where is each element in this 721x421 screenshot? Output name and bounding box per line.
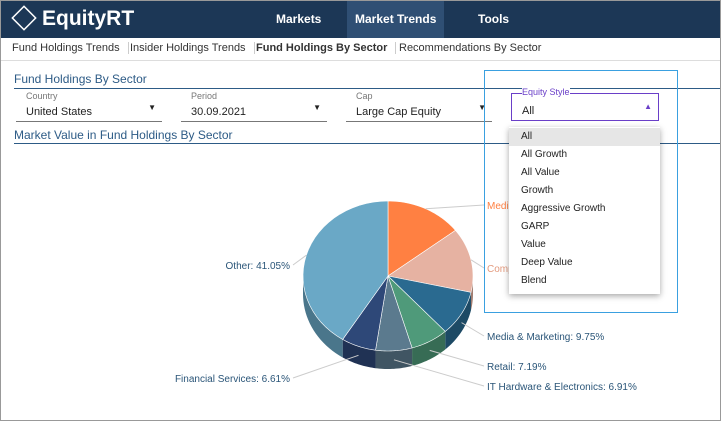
dropdown-option[interactable]: Growth [521,185,554,196]
dropdown-option[interactable]: Value [521,239,546,250]
dropdown-option[interactable]: All Growth [521,149,568,160]
filter-label: Country [26,91,58,101]
filter-label: Equity Style [522,87,570,97]
dropdown-option[interactable]: All Value [521,167,560,178]
filter-value: All [522,105,535,117]
nav-item[interactable]: Market Trends [347,0,445,38]
filter[interactable]: Equity Style All ▲ [511,87,659,121]
pie-slice [387,275,446,349]
leader-line [425,204,485,210]
tab[interactable]: Fund Holdings By Sector [248,42,397,54]
pie-slice [342,275,389,351]
dropdown-list: All All Growth All Value Growth Aggressive G… [509,127,660,294]
dropdown-option[interactable]: Deep Value [521,257,573,268]
pie-side [342,339,376,369]
filter-value: 30.09.2021 [191,106,247,118]
leader-line [470,259,485,269]
pie-slice [375,275,413,352]
pie-slice [387,229,474,293]
chart-title: Market Value in Fund Holdings By Sector [14,128,233,142]
chart: Medi Comp Media & Marketing: 9.75% Retail: … [175,200,637,393]
dropdown-option[interactable]: Blend [521,275,547,286]
filter-label: Cap [356,91,373,101]
data-label: Medi [487,201,509,212]
filter[interactable]: Country United States ▼ [16,91,162,122]
data-label: Media & Marketing: 9.75% [487,332,604,343]
pie-side [445,292,471,350]
logo[interactable]: EquityRT [42,7,135,30]
tab[interactable]: Recommendations By Sector [399,42,542,54]
tab[interactable]: Insider Holdings Trends [122,42,255,54]
data-label: Financial Services: 6.61% [175,374,290,385]
leader-line [292,254,307,266]
leader-line [461,322,485,337]
tab[interactable]: Fund Holdings Trends [4,42,129,54]
data-label: IT Hardware & Electronics: 6.91% [487,382,637,393]
leader-line [393,359,485,387]
filter-value: United States [26,106,93,118]
dropdown-option[interactable]: All [509,128,660,146]
leader-line [429,349,485,367]
leader-line [292,354,359,379]
pie-slice [387,275,472,332]
filter[interactable]: Cap Large Cap Equity ▼ [346,91,492,122]
tab-bar [0,38,721,61]
filter-value: Large Cap Equity [356,106,441,118]
section-title: Fund Holdings By Sector [14,72,147,86]
dropdown-option[interactable]: Aggressive Growth [521,203,606,214]
rule [14,143,721,144]
data-label: Retail: 7.19% [487,362,547,373]
rule [14,88,721,89]
highlight-box [484,70,678,313]
filter-label: Period [191,91,218,101]
data-label: Other: 41.05% [226,261,291,272]
pie-side [303,276,343,358]
filter[interactable]: Period 30.09.2021 ▼ [181,91,327,122]
nav-item[interactable]: Markets [276,12,322,26]
pie-side [412,331,446,366]
pie-side [375,347,413,369]
data-label: Comp [487,264,514,275]
dropdown-option[interactable]: GARP [521,221,550,232]
nav-item[interactable]: Tools [478,12,510,26]
